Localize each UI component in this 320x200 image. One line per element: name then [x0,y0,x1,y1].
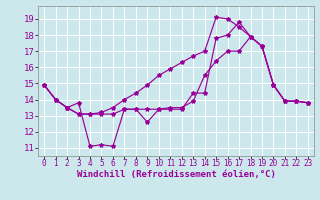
X-axis label: Windchill (Refroidissement éolien,°C): Windchill (Refroidissement éolien,°C) [76,170,276,179]
